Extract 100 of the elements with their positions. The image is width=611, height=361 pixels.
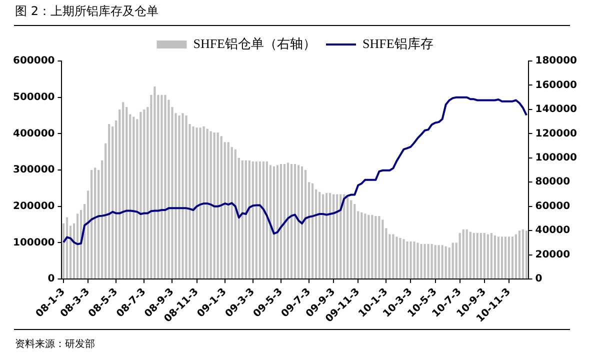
bar xyxy=(343,194,346,279)
bar xyxy=(154,86,156,279)
bar xyxy=(514,234,518,279)
y-tick-label: 0 xyxy=(48,274,55,285)
y2-tick-label: 120000 xyxy=(535,128,578,140)
y2-tick-label: 100000 xyxy=(535,152,578,164)
bar xyxy=(472,233,475,279)
bar xyxy=(444,246,447,279)
bar xyxy=(276,165,279,279)
bar xyxy=(378,216,380,279)
bar xyxy=(202,126,205,279)
y2-tick-label: 160000 xyxy=(535,80,578,91)
bar xyxy=(424,244,426,279)
legend-label: SHFE铝库存 xyxy=(362,36,434,51)
bar xyxy=(416,242,419,279)
bar xyxy=(326,193,328,279)
y2-tick-label: 60000 xyxy=(535,200,570,212)
bar xyxy=(497,236,500,279)
bar xyxy=(430,244,433,279)
bar xyxy=(438,245,440,279)
bar xyxy=(143,109,146,279)
bar xyxy=(525,230,528,279)
bar xyxy=(266,162,268,279)
y2-tick-label: 80000 xyxy=(535,176,570,188)
bar xyxy=(354,204,356,279)
bar xyxy=(122,102,124,279)
bar xyxy=(466,229,468,279)
bar xyxy=(402,239,405,279)
bar xyxy=(332,194,335,279)
bar xyxy=(272,166,276,279)
bar xyxy=(420,244,422,279)
bar xyxy=(490,233,492,279)
bar xyxy=(280,164,282,279)
bar xyxy=(413,241,416,279)
bar xyxy=(213,132,216,279)
bar xyxy=(382,220,384,279)
bar xyxy=(368,214,370,279)
bar xyxy=(399,238,402,279)
bar xyxy=(196,128,198,279)
bar xyxy=(192,126,194,279)
bar xyxy=(178,116,180,279)
bar xyxy=(164,94,166,279)
bar xyxy=(434,245,436,279)
bar xyxy=(90,170,93,279)
bar xyxy=(283,164,286,279)
bar xyxy=(94,168,96,279)
bar xyxy=(227,142,230,279)
bar xyxy=(140,112,142,279)
bar xyxy=(469,232,472,279)
bar xyxy=(476,233,478,279)
y2-tick-label: 140000 xyxy=(535,104,578,116)
bar xyxy=(494,235,496,279)
bar xyxy=(441,245,444,279)
bar xyxy=(396,236,398,279)
bar xyxy=(311,183,314,279)
bar xyxy=(364,214,366,279)
text: 资料来源：研发部 xyxy=(15,338,95,351)
bar xyxy=(160,94,163,279)
bar xyxy=(216,132,219,279)
bar xyxy=(480,233,482,279)
bar xyxy=(522,229,524,279)
bar xyxy=(458,233,461,279)
bar xyxy=(410,241,412,279)
bar xyxy=(318,192,321,279)
bar xyxy=(304,170,307,279)
bar xyxy=(360,212,363,279)
chart-title: 图 2：上期所铝库存及仓单 xyxy=(15,3,158,20)
y-tick-label: 500000 xyxy=(13,92,55,103)
bar xyxy=(508,236,510,279)
y2-tick-label: 180000 xyxy=(535,56,578,67)
y2-tick-label: 40000 xyxy=(535,225,570,236)
bar xyxy=(462,229,464,279)
bar xyxy=(262,162,264,279)
bar xyxy=(518,230,521,279)
bar xyxy=(255,162,258,279)
bar xyxy=(297,165,300,279)
bar xyxy=(290,164,293,279)
bar xyxy=(322,194,324,279)
bar xyxy=(374,216,377,279)
bar xyxy=(346,196,349,279)
bar xyxy=(392,234,394,279)
bar xyxy=(248,160,250,279)
bar xyxy=(406,241,408,279)
bar xyxy=(252,162,254,279)
bar xyxy=(234,149,236,279)
y2-tick-label: 20000 xyxy=(535,249,570,260)
bar xyxy=(199,128,202,279)
legend-label: SHFE铝仓单（右轴） xyxy=(193,36,316,51)
bar xyxy=(132,116,135,279)
y-tick-label: 100000 xyxy=(13,237,55,248)
bar xyxy=(500,236,503,279)
bar xyxy=(185,116,188,279)
bar xyxy=(427,244,430,279)
bar xyxy=(76,214,79,279)
bar xyxy=(504,236,507,279)
bar xyxy=(286,162,290,279)
bar xyxy=(206,128,208,279)
y2-tick-label: 0 xyxy=(535,274,542,285)
bar xyxy=(294,164,296,279)
bar xyxy=(486,234,489,279)
